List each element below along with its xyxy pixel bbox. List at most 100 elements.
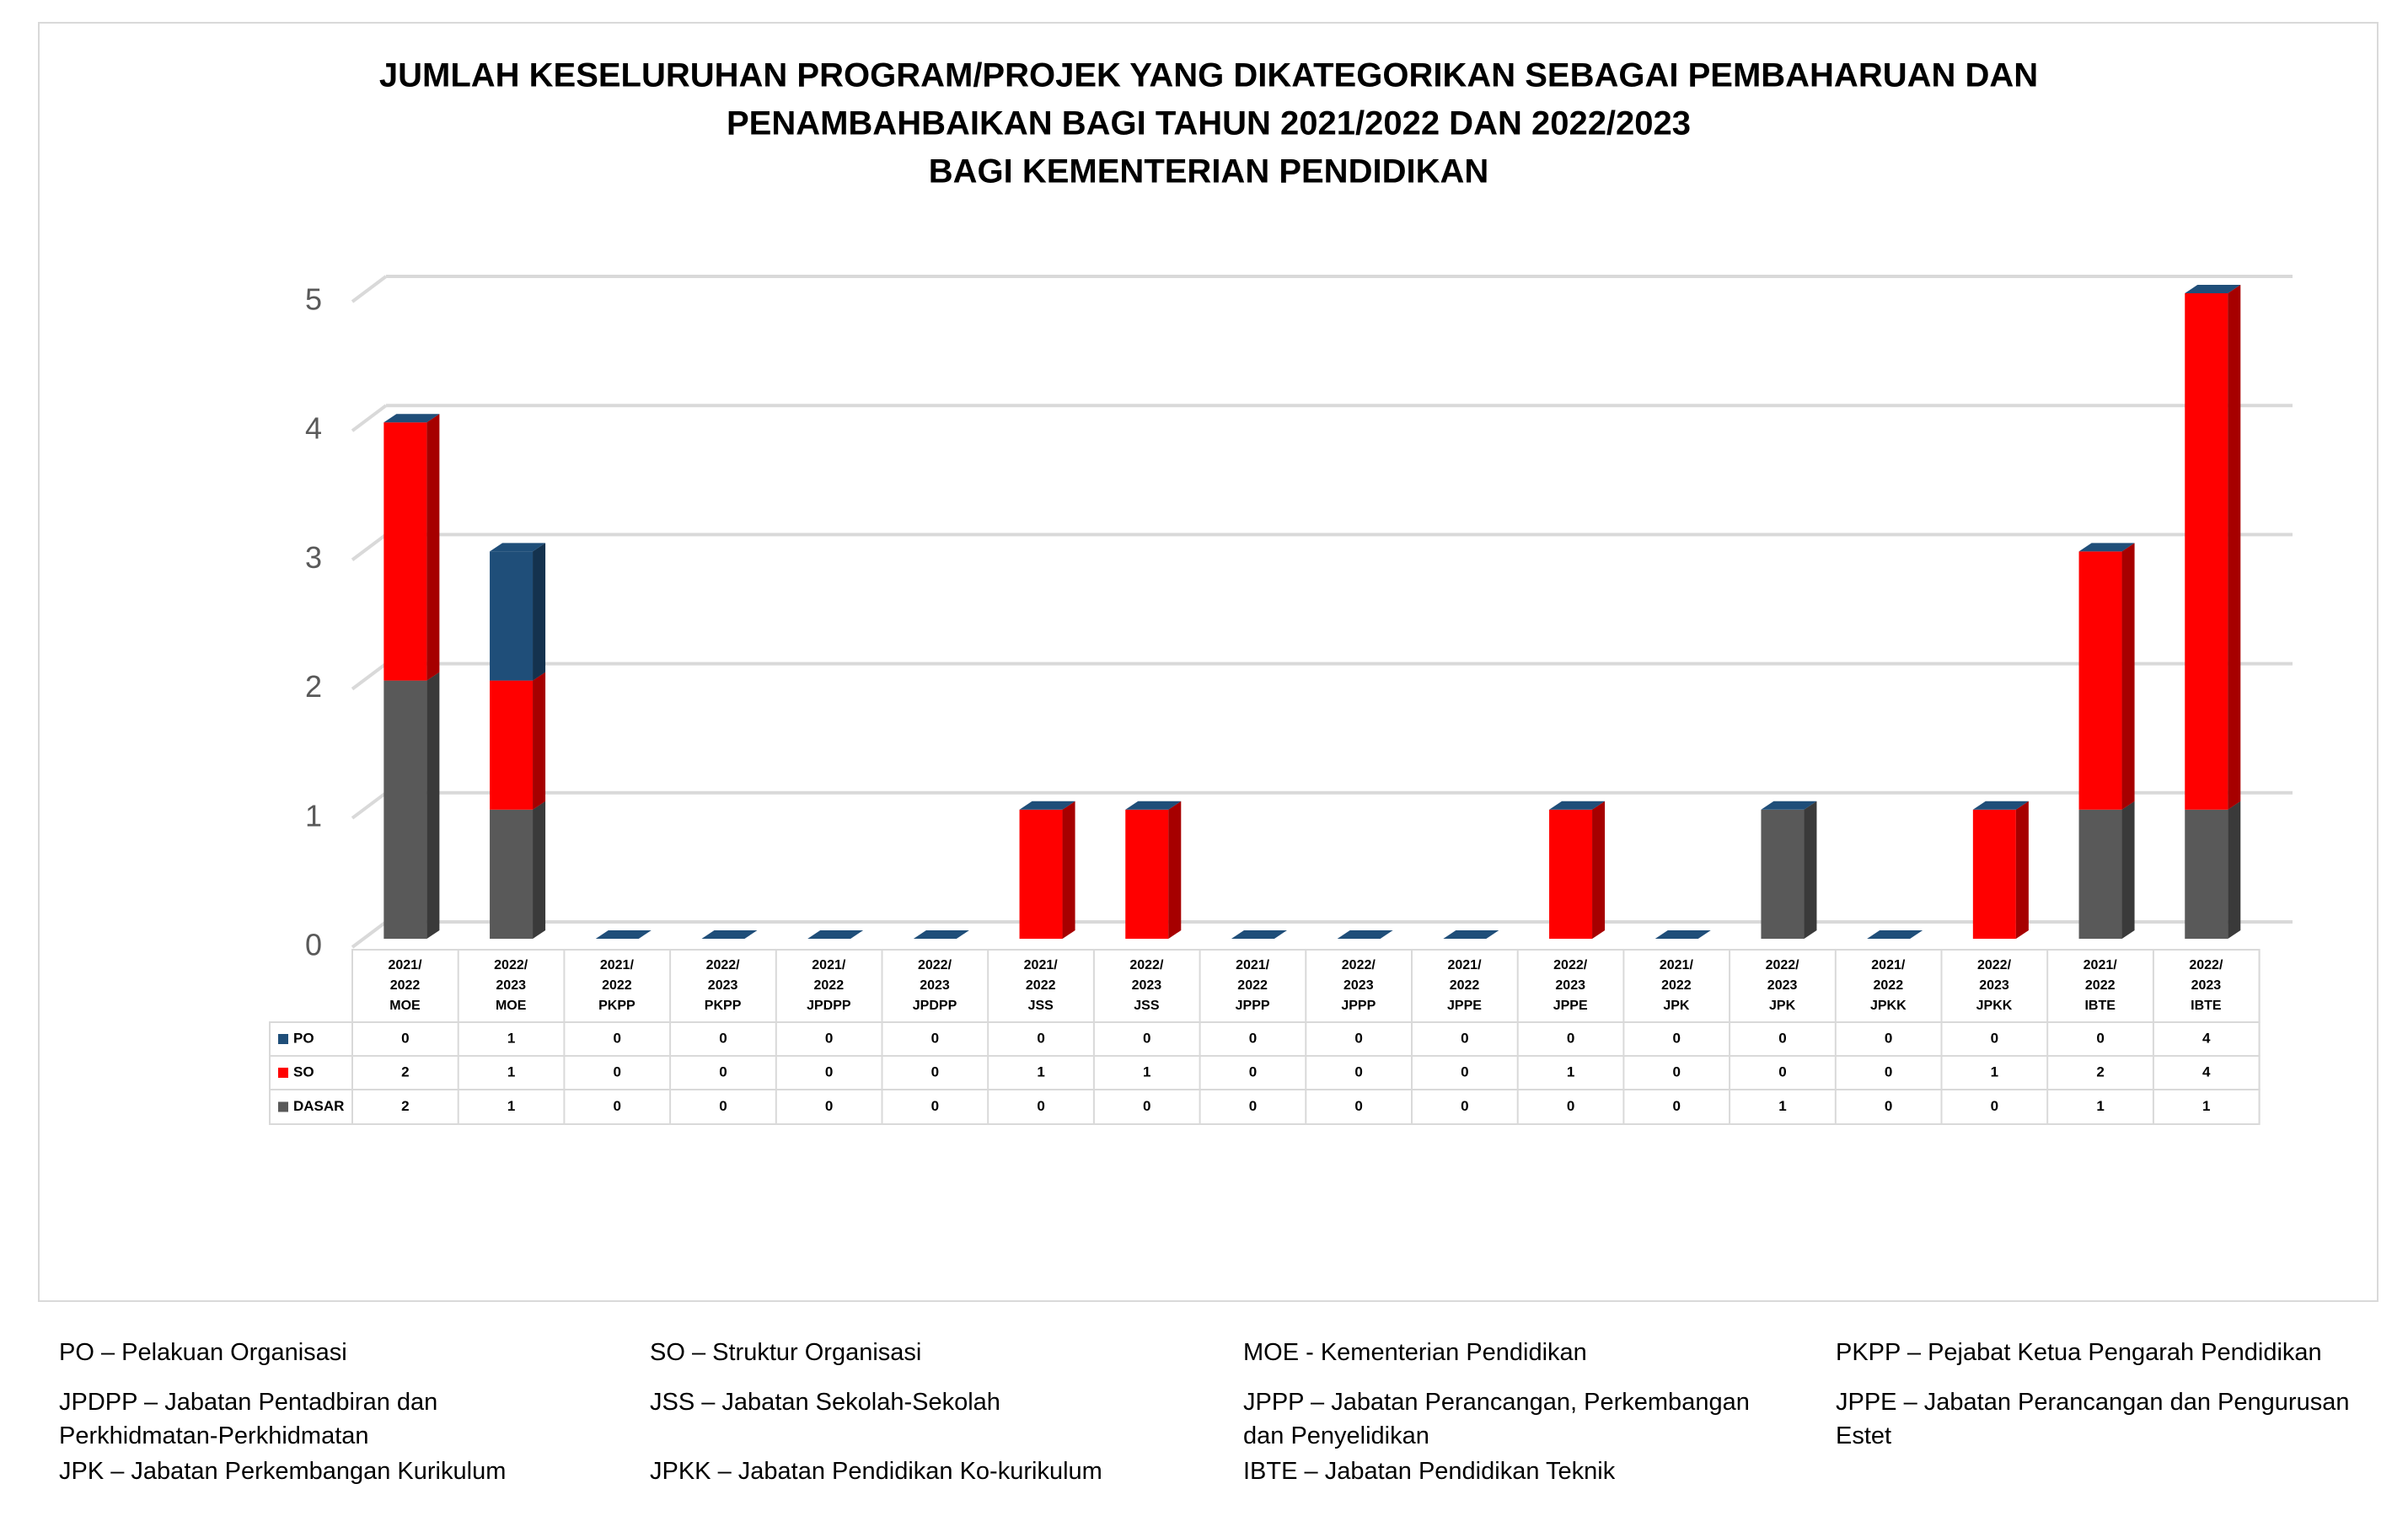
footnote: IBTE – Jabatan Pendidikan Teknik — [1243, 1458, 1616, 1485]
legend-label: DASAR — [293, 1098, 344, 1114]
x-tick-label: 2022/ 2023 JSS — [1129, 958, 1164, 1013]
bar-side-shade — [2015, 801, 2029, 939]
x-tick-label: 2021/ 2022 JPKK — [1869, 958, 1907, 1013]
table-cell: 0 — [1885, 1030, 1892, 1046]
bar-top — [1443, 930, 1499, 939]
grid-line-depth — [351, 791, 388, 820]
footnote: JSS – Jabatan Sekolah-Sekolah — [650, 1389, 1000, 1416]
table-row — [269, 1089, 2261, 1125]
bar-side-shade — [1804, 801, 1817, 939]
y-tick-label: 1 — [305, 798, 322, 833]
bar-side-shade — [533, 801, 546, 939]
bar — [1972, 809, 2016, 939]
x-tick-label: 2021/ 2022 JPPE — [1447, 958, 1482, 1013]
footnote: PO – Pelakuan Organisasi — [59, 1339, 347, 1366]
x-tick-label: 2022/ 2023 JPPE — [1553, 958, 1588, 1013]
x-tick-label: 2022/ 2023 JPKK — [1976, 958, 2013, 1013]
table-cell: 1 — [1037, 1063, 1044, 1079]
bar — [490, 551, 534, 681]
x-tick-label: 2022/ 2023 JPK — [1765, 958, 1799, 1013]
x-tick-label: 2021/ 2022 JPDPP — [807, 958, 851, 1013]
table-cell: 2 — [401, 1098, 409, 1114]
table-cell: 0 — [931, 1063, 939, 1079]
table-cell: 0 — [1461, 1098, 1468, 1114]
table-cell: 0 — [1249, 1030, 1257, 1046]
table-cell: 0 — [825, 1063, 833, 1079]
table-cell: 0 — [401, 1030, 409, 1046]
table-cell: 2 — [2096, 1063, 2104, 1079]
bar-side-shade — [426, 672, 440, 939]
table-cell: 1 — [2096, 1098, 2104, 1114]
table-cell: 2 — [401, 1063, 409, 1079]
bar-top — [383, 414, 440, 423]
table-cell: 0 — [1354, 1030, 1362, 1046]
footnote: MOE - Kementerian Pendidikan — [1243, 1339, 1587, 1366]
bar-side — [533, 672, 546, 810]
x-tick-label: 2022/ 2023 JPPP — [1341, 958, 1376, 1013]
bar-side-shade — [2121, 801, 2135, 939]
bar — [2078, 809, 2122, 939]
bar-top — [490, 543, 546, 552]
bar-side — [2015, 801, 2029, 939]
footnote: JPDPP – Jabatan Pentadbiran dan Perkhidm… — [59, 1389, 438, 1449]
x-tick-label: 2021/ 2022 JSS — [1023, 958, 1058, 1013]
table-cell: 0 — [1885, 1098, 1892, 1114]
table-cell: 0 — [1567, 1030, 1574, 1046]
x-tick-label: 2022/ 2023 JPDPP — [912, 958, 957, 1013]
table-cell: 0 — [719, 1063, 727, 1079]
table-cell: 0 — [1037, 1030, 1044, 1046]
table-cell: 0 — [1354, 1098, 1362, 1114]
grid-line-depth — [351, 533, 388, 562]
bar-side — [2121, 543, 2135, 810]
table-cell: 1 — [1991, 1063, 1998, 1079]
legend-swatch — [278, 1101, 288, 1112]
x-tick-label: 2021/ 2022 JPPP — [1235, 958, 1270, 1013]
bar-top — [595, 930, 652, 939]
table-cell: 0 — [1885, 1063, 1892, 1079]
footnote: JPPE – Jabatan Perancangan dan Pengurusa… — [1836, 1389, 2350, 1449]
bar — [1125, 809, 1169, 939]
table-cell: 0 — [1037, 1098, 1044, 1114]
table-cell: 0 — [931, 1098, 939, 1114]
table-cell: 0 — [614, 1063, 621, 1079]
grid-line-depth — [351, 662, 388, 691]
bar — [1019, 809, 1063, 939]
bar-top — [1761, 801, 1817, 810]
bar-top — [2078, 543, 2135, 552]
bar-side — [2121, 801, 2135, 939]
table-cell: 1 — [507, 1030, 515, 1046]
grid-line-depth — [351, 404, 388, 432]
bar — [383, 680, 427, 939]
bar-top — [1231, 930, 1287, 939]
table-cell: 1 — [1143, 1063, 1150, 1079]
chart-title: PENAMBAHBAIKAN BAGI TAHUN 2021/2022 DAN … — [727, 105, 1691, 142]
table-cell: 0 — [1673, 1030, 1681, 1046]
bar — [2185, 809, 2228, 939]
bar-top — [1549, 801, 1606, 810]
bar-side — [1062, 801, 1075, 939]
table-cell: 0 — [1461, 1063, 1468, 1079]
table-cell: 4 — [2202, 1063, 2211, 1079]
bar-side — [533, 543, 546, 681]
bar-side-shade — [426, 414, 440, 681]
x-tick-label: 2021/ 2022 MOE — [388, 958, 422, 1013]
table-cell: 0 — [1249, 1063, 1257, 1079]
table-cell: 1 — [2202, 1098, 2210, 1114]
footnote: JPK – Jabatan Perkembangan Kurikulum — [59, 1458, 507, 1485]
bar-side — [1168, 801, 1182, 939]
x-tick-label: 2021/ 2022 PKPP — [598, 958, 636, 1013]
bar-side — [2228, 285, 2241, 810]
table-cell: 0 — [1778, 1063, 1786, 1079]
table-cell: 0 — [1673, 1098, 1681, 1114]
table-cell: 0 — [614, 1030, 621, 1046]
footnote: SO – Struktur Organisasi — [650, 1339, 922, 1366]
bar-side-shade — [533, 672, 546, 810]
table-cell: 0 — [1778, 1030, 1786, 1046]
bar-side-shade — [2121, 543, 2135, 810]
table-cell: 0 — [1673, 1063, 1681, 1079]
table-cell: 1 — [1567, 1063, 1574, 1079]
bar — [490, 680, 534, 810]
footnote: PKPP – Pejabat Ketua Pengarah Pendidikan — [1836, 1339, 2322, 1366]
